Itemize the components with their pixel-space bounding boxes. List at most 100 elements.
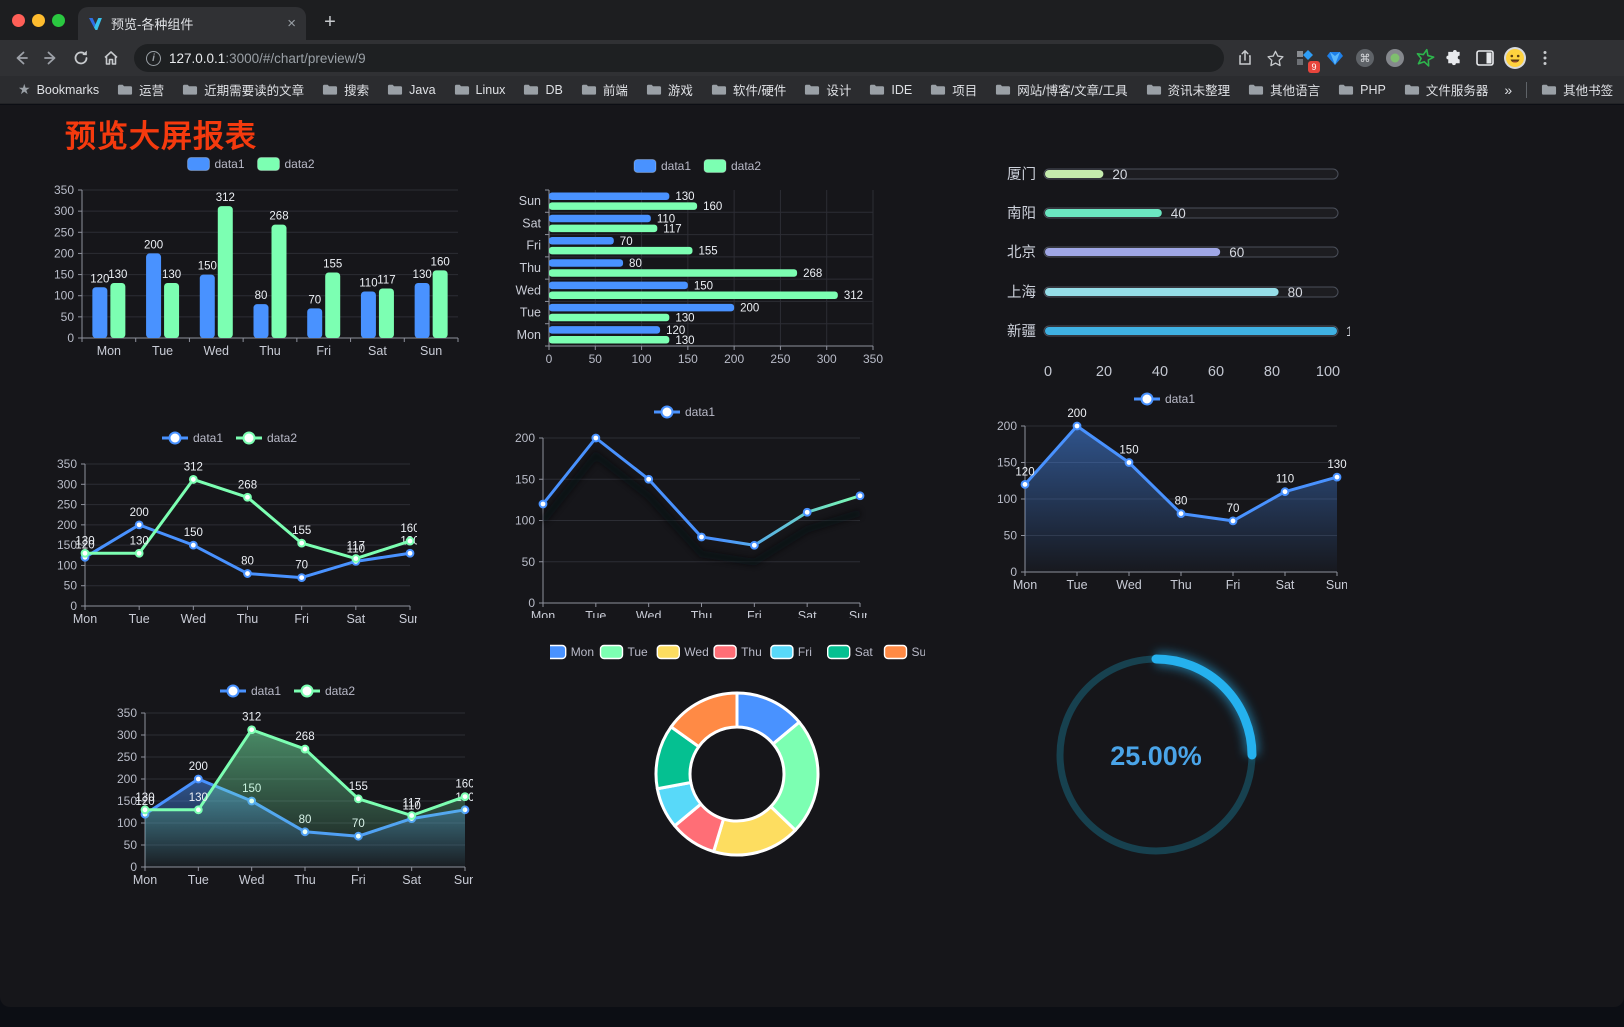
bookmark-folder[interactable]: IDE bbox=[861, 80, 920, 100]
bar[interactable] bbox=[164, 283, 180, 338]
bookmark-folder[interactable]: 其他语言 bbox=[1240, 77, 1328, 102]
share-icon[interactable] bbox=[1232, 45, 1258, 71]
data-point[interactable] bbox=[855, 491, 865, 501]
data-point[interactable] bbox=[405, 536, 415, 546]
legend-item[interactable]: data1 bbox=[1134, 392, 1195, 406]
bar[interactable] bbox=[549, 259, 624, 267]
bar[interactable] bbox=[549, 224, 658, 233]
bar[interactable] bbox=[271, 224, 287, 338]
bar[interactable] bbox=[360, 291, 376, 338]
data-point[interactable] bbox=[297, 573, 307, 583]
bookmark-folder[interactable]: 运营 bbox=[109, 77, 172, 102]
data-point[interactable] bbox=[1228, 516, 1238, 526]
side-panel-icon[interactable] bbox=[1472, 45, 1498, 71]
bookmark-star-icon[interactable] bbox=[1262, 45, 1288, 71]
data-point[interactable] bbox=[1020, 480, 1030, 489]
data-point[interactable] bbox=[300, 744, 310, 754]
bar[interactable] bbox=[146, 253, 162, 338]
forward-button[interactable] bbox=[36, 44, 66, 72]
bar[interactable] bbox=[217, 206, 233, 338]
data-point[interactable] bbox=[351, 554, 361, 563]
data-point[interactable] bbox=[644, 474, 654, 484]
bar[interactable] bbox=[432, 270, 448, 338]
pie-slice[interactable] bbox=[669, 691, 739, 749]
legend-item[interactable]: Wed bbox=[656, 644, 709, 660]
data-point[interactable] bbox=[1280, 487, 1290, 497]
bar[interactable] bbox=[549, 291, 838, 299]
minimize-window-button[interactable] bbox=[32, 14, 45, 27]
bookmark-folder[interactable]: 资讯未整理 bbox=[1138, 77, 1239, 102]
bookmark-folder[interactable]: 近期需要读的文章 bbox=[174, 77, 312, 102]
bar[interactable] bbox=[549, 326, 661, 334]
extensions-puzzle-icon[interactable] bbox=[1442, 45, 1468, 71]
bookmarks-overflow-chevron[interactable]: » bbox=[1504, 81, 1513, 98]
bar[interactable] bbox=[549, 303, 735, 312]
legend-item[interactable]: Mon bbox=[550, 644, 594, 660]
reload-button[interactable] bbox=[66, 44, 96, 72]
bar[interactable] bbox=[199, 274, 215, 338]
legend-item[interactable]: data1 bbox=[633, 159, 691, 173]
chart-line-two-series[interactable]: data1 data2 0 50 100 150 200 250 300 350 Mon Tue Wed… bbox=[45, 422, 417, 637]
bookmark-folder[interactable]: 软件/硬件 bbox=[703, 77, 794, 102]
bar[interactable] bbox=[549, 246, 693, 255]
data-point[interactable] bbox=[188, 540, 198, 550]
data-point[interactable] bbox=[80, 548, 90, 558]
legend-item[interactable]: Thu bbox=[713, 644, 762, 660]
bar[interactable] bbox=[325, 272, 341, 338]
data-point[interactable] bbox=[297, 538, 307, 548]
address-bar[interactable]: i 127.0.0.1:3000/#/chart/preview/9 bbox=[134, 44, 1224, 72]
bookmark-folder[interactable]: Java bbox=[379, 80, 443, 100]
legend-item[interactable]: data1 bbox=[187, 157, 245, 171]
data-point[interactable] bbox=[802, 507, 812, 517]
bar[interactable] bbox=[92, 287, 108, 338]
bar[interactable] bbox=[549, 281, 688, 290]
browser-tab[interactable]: 预览-各种组件 × bbox=[78, 7, 306, 40]
data-point[interactable] bbox=[1176, 509, 1186, 518]
chart-donut-pie[interactable]: Mon Tue Wed Thu Fri Sat Sun bbox=[550, 638, 925, 890]
data-point[interactable] bbox=[1124, 458, 1134, 467]
legend-item[interactable]: data1 bbox=[654, 405, 715, 419]
bar[interactable] bbox=[549, 202, 698, 210]
data-point[interactable] bbox=[1332, 472, 1342, 482]
chart-line-area[interactable]: data1 0 50 100 150 200 Mon Tue Wed Thu Fri Sat Sun 12… bbox=[985, 386, 1347, 598]
legend-item[interactable]: data2 bbox=[703, 159, 761, 173]
data-point[interactable] bbox=[538, 499, 548, 509]
tab-close-icon[interactable]: × bbox=[287, 15, 296, 32]
legend-item[interactable]: data2 bbox=[257, 157, 315, 171]
green-star-extension-icon[interactable] bbox=[1412, 45, 1438, 71]
extension-grid-icon[interactable]: 9 bbox=[1292, 45, 1320, 73]
data-point[interactable] bbox=[405, 548, 415, 558]
other-bookmarks-folder[interactable]: 其他书签 bbox=[1533, 77, 1621, 102]
chart-area-two-series[interactable]: data1 data2 0 50 100 150 200 250 300 350 Mon Tue Wed… bbox=[105, 675, 473, 887]
bar[interactable] bbox=[549, 313, 670, 322]
chart-progress-bars[interactable]: 厦门 20 南阳 40 北京 60 上海 80 新疆 100 0 20 40 60 80 100 bbox=[988, 152, 1350, 387]
bar[interactable] bbox=[549, 269, 798, 277]
data-point[interactable] bbox=[243, 569, 252, 578]
data-point[interactable] bbox=[697, 532, 706, 542]
legend-item[interactable]: data1 bbox=[220, 684, 281, 698]
bar[interactable] bbox=[549, 192, 670, 200]
bar[interactable] bbox=[110, 283, 126, 338]
legend-item[interactable]: Fri bbox=[770, 644, 812, 660]
chart-bar-vertical[interactable]: data1 data2 0 50 100 150 200 250 300 350 Mon Tue Wed… bbox=[40, 148, 465, 366]
legend-item[interactable]: Sat bbox=[827, 644, 874, 660]
legend-item[interactable]: data2 bbox=[294, 684, 355, 698]
data-point[interactable] bbox=[247, 725, 257, 735]
bar[interactable] bbox=[549, 214, 651, 223]
data-point[interactable] bbox=[193, 774, 203, 784]
command-extension-icon[interactable]: ⌘ bbox=[1352, 45, 1378, 71]
back-button[interactable] bbox=[6, 44, 36, 72]
data-point[interactable] bbox=[591, 433, 601, 443]
data-point[interactable] bbox=[140, 805, 150, 815]
data-point[interactable] bbox=[134, 548, 144, 558]
bookmark-folder[interactable]: DB bbox=[515, 80, 570, 100]
bookmark-folder[interactable]: 网站/博客/文章/工具 bbox=[987, 77, 1135, 102]
legend-item[interactable]: data1 bbox=[162, 431, 223, 445]
legend-item[interactable]: Sun bbox=[883, 644, 926, 660]
bookmarks-manager-item[interactable]: ★ Bookmarks bbox=[10, 78, 107, 101]
chart-gauge-progress[interactable]: 25.00% bbox=[1040, 632, 1275, 884]
bar[interactable] bbox=[414, 283, 430, 338]
data-point[interactable] bbox=[407, 811, 417, 820]
data-point[interactable] bbox=[353, 794, 363, 804]
bookmark-folder[interactable]: PHP bbox=[1330, 80, 1394, 100]
